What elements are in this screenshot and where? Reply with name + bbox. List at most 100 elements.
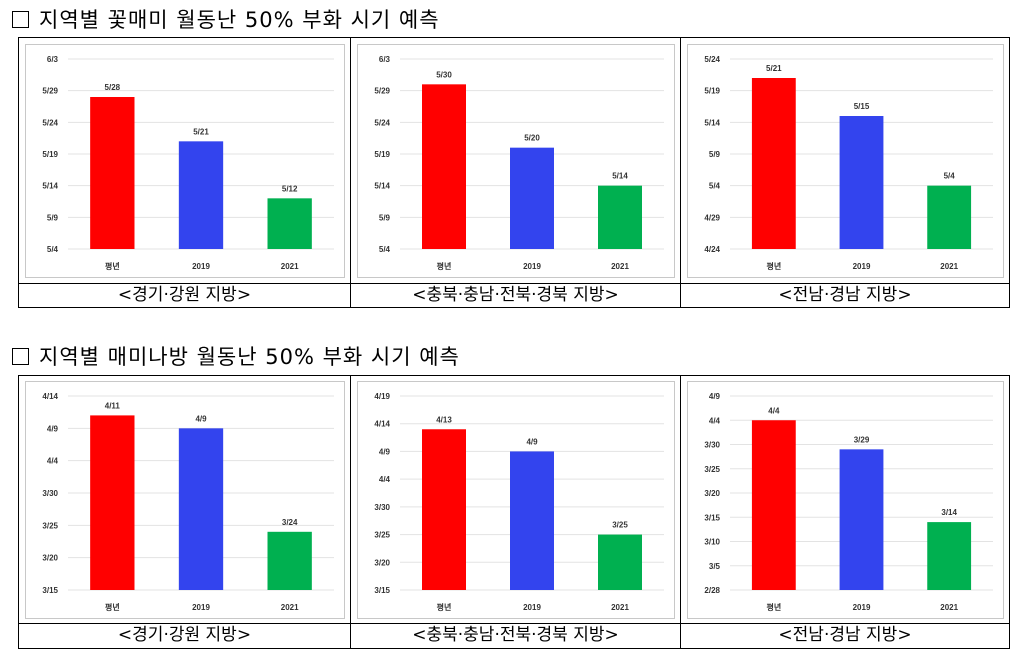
bar-2021	[927, 522, 972, 590]
y-tick-label: 6/3	[47, 55, 59, 64]
category-label: 2021	[611, 603, 629, 612]
bar-chart-jeonnam-gyeongnam-2: 2/28 3/5 3/10 3/15 3/20 3/25 3/30 4/4 4/9 4/4 평년 3/…	[704, 392, 993, 612]
data-label: 3/14	[941, 508, 957, 517]
data-label: 3/25	[612, 521, 628, 530]
y-tick-label: 5/24	[704, 55, 720, 64]
y-tick-label: 5/9	[379, 213, 391, 222]
checkbox-square-icon	[12, 348, 29, 365]
category-label: 2021	[940, 262, 958, 271]
y-tick-label: 3/5	[709, 562, 721, 571]
region-caption-6: <전남·경남 지방>	[680, 623, 1010, 649]
y-tick-label: 4/24	[704, 245, 720, 254]
bar-2019	[178, 141, 224, 249]
bar-chart-chungbuk-chungnam-jeonbuk-gyeongbuk-2: 3/15 3/20 3/25 3/30 4/4 4/9 4/14 4/19 4/13 평년 4/9 2…	[374, 392, 664, 612]
y-tick-label: 5/4	[379, 245, 391, 254]
category-label: 2019	[523, 603, 541, 612]
bar-2021	[267, 531, 312, 590]
bar-chart-gyeonggi-gangwon: 5/4 5/9 5/14 5/19 5/24 5/29 6/3 5/28 평년 5/21 2019 5…	[42, 55, 334, 271]
chart-frame: 3/15 3/20 3/25 3/30 4/4 4/9 4/14 4/19 4/13 평년 4/9 2…	[357, 381, 675, 619]
bar-2019	[178, 428, 224, 590]
y-tick-label: 5/29	[374, 87, 390, 96]
y-tick-label: 4/14	[374, 420, 390, 429]
bar-평년	[751, 420, 796, 590]
chart-frame: 2/28 3/5 3/10 3/15 3/20 3/25 3/30 4/4 4/9 4/4 평년 3/…	[687, 381, 1004, 619]
bar-chart-jeonnam-gyeongnam: 4/24 4/29 5/4 5/9 5/14 5/19 5/24 5/21 평년 5/15 2019…	[704, 55, 993, 271]
bar-평년	[751, 78, 796, 249]
bar-chart-gyeonggi-gangwon-2: 3/15 3/20 3/25 3/30 4/4 4/9 4/14 4/11 평년 4/9 2019 3…	[42, 392, 334, 612]
chart-cell-4: 3/15 3/20 3/25 3/30 4/4 4/9 4/14 4/11 평년 4/9 2019 3…	[18, 375, 351, 624]
y-tick-label: 2/28	[704, 586, 720, 595]
data-label: 4/11	[105, 401, 121, 410]
data-label: 5/30	[436, 70, 452, 79]
y-tick-label: 4/19	[374, 392, 390, 401]
y-tick-label: 3/30	[374, 503, 390, 512]
data-label: 5/28	[105, 83, 121, 92]
data-label: 5/4	[944, 172, 956, 181]
bar-2019	[510, 451, 554, 590]
data-label: 5/20	[524, 134, 540, 143]
data-label: 5/21	[193, 127, 209, 136]
y-tick-label: 5/19	[374, 150, 390, 159]
y-tick-label: 5/4	[47, 245, 59, 254]
y-tick-label: 4/14	[42, 392, 58, 401]
chart-frame: 3/15 3/20 3/25 3/30 4/4 4/9 4/14 4/11 평년 4/9 2019 3…	[25, 381, 345, 619]
chart-frame: 5/4 5/9 5/14 5/19 5/24 5/29 6/3 5/28 평년 5/21 2019 5…	[25, 44, 345, 278]
y-tick-label: 4/4	[379, 475, 391, 484]
bar-평년	[422, 429, 466, 590]
y-tick-label: 6/3	[379, 55, 391, 64]
bar-평년	[422, 84, 466, 249]
y-tick-label: 5/29	[42, 87, 58, 96]
y-tick-label: 5/19	[704, 87, 720, 96]
y-tick-label: 5/24	[42, 118, 58, 127]
category-label: 평년	[105, 261, 120, 271]
category-label: 2021	[281, 262, 299, 271]
y-tick-label: 3/20	[704, 489, 720, 498]
chart-cell-5: 3/15 3/20 3/25 3/30 4/4 4/9 4/14 4/19 4/13 평년 4/9 2…	[350, 375, 681, 624]
section-title-text: 지역별 꽃매미 월동난 50% 부화 시기 예측	[39, 8, 440, 32]
region-caption-1: <경기·강원 지방>	[18, 283, 351, 308]
category-label: 평년	[766, 602, 781, 612]
data-label: 4/4	[768, 406, 780, 415]
data-label: 5/21	[766, 64, 782, 73]
chart-cell-6: 2/28 3/5 3/10 3/15 3/20 3/25 3/30 4/4 4/9 4/4 평년 3/…	[680, 375, 1010, 624]
y-tick-label: 4/4	[47, 457, 59, 466]
bar-2021	[927, 185, 972, 249]
y-tick-label: 3/15	[374, 586, 390, 595]
bar-2019	[510, 147, 554, 249]
y-tick-label: 3/30	[704, 441, 720, 450]
chart-cell-3: 4/24 4/29 5/4 5/9 5/14 5/19 5/24 5/21 평년 5/15 2019…	[680, 37, 1010, 284]
y-tick-label: 5/14	[374, 182, 390, 191]
category-label: 2019	[192, 603, 210, 612]
y-tick-label: 4/9	[709, 392, 721, 401]
y-tick-label: 3/25	[42, 521, 58, 530]
chart-frame: 4/24 4/29 5/4 5/9 5/14 5/19 5/24 5/21 평년 5/15 2019…	[687, 44, 1004, 278]
bar-2021	[598, 534, 642, 590]
region-caption-2: <충북·충남·전북·경북 지방>	[350, 283, 681, 308]
y-tick-label: 5/14	[704, 118, 720, 127]
y-tick-label: 4/29	[704, 213, 720, 222]
region-caption-4: <경기·강원 지방>	[18, 623, 351, 649]
data-label: 4/13	[436, 415, 452, 424]
y-tick-label: 3/25	[704, 465, 720, 474]
bar-2019	[839, 449, 884, 590]
category-label: 평년	[105, 602, 120, 612]
y-tick-label: 5/19	[42, 150, 58, 159]
y-tick-label: 4/9	[47, 424, 59, 433]
y-tick-label: 5/9	[47, 213, 59, 222]
category-label: 2019	[853, 262, 871, 271]
y-tick-label: 3/25	[374, 531, 390, 540]
bar-평년	[90, 97, 135, 249]
y-tick-label: 3/30	[42, 489, 58, 498]
section-title-1: 지역별 꽃매미 월동난 50% 부화 시기 예측	[12, 4, 440, 34]
y-tick-label: 5/14	[42, 182, 58, 191]
category-label: 2019	[192, 262, 210, 271]
category-label: 2021	[940, 603, 958, 612]
category-label: 2021	[281, 603, 299, 612]
region-caption-3: <전남·경남 지방>	[680, 283, 1010, 308]
data-label: 5/14	[612, 172, 628, 181]
category-label: 2021	[611, 262, 629, 271]
y-tick-label: 3/10	[704, 538, 720, 547]
data-label: 4/9	[195, 414, 207, 423]
data-label: 3/29	[854, 435, 870, 444]
category-label: 평년	[437, 261, 452, 271]
